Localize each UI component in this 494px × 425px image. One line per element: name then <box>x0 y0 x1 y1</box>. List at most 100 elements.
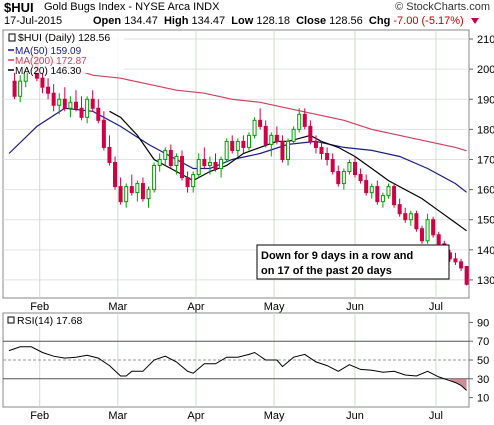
candle-body <box>330 158 335 173</box>
candle-body <box>57 98 62 106</box>
candle <box>12 72 17 100</box>
rsi-tick-label: 50 <box>477 355 489 367</box>
candle <box>157 153 162 172</box>
brand-label: © StockCharts.com <box>395 1 490 13</box>
rsi-month-tick-label: Feb <box>30 410 49 422</box>
candle <box>85 96 90 124</box>
annotation-frame <box>256 244 450 280</box>
month-tick-label: Feb <box>30 301 49 313</box>
candle-body <box>419 228 424 242</box>
candle <box>308 120 313 145</box>
candle-body <box>51 92 56 106</box>
candle-body <box>163 149 168 160</box>
high-label: High <box>163 15 189 27</box>
candle-body <box>113 161 118 188</box>
candle-body <box>157 158 162 167</box>
candle-body <box>40 77 45 88</box>
candle <box>341 168 346 190</box>
candle-body <box>180 155 185 179</box>
candle <box>241 135 246 154</box>
rsi-panel: Feb Mar Apr May Jun Jul 10 30 50 70 90 RSI(14) 17.6… <box>2 312 489 422</box>
candle <box>419 225 424 244</box>
candle <box>101 111 106 151</box>
candle-body <box>375 186 380 203</box>
candle <box>46 78 51 100</box>
candle-body <box>140 183 145 200</box>
candle-body <box>152 165 157 191</box>
quote-line: Open 134.47 High 134.47 Low 128.18 Close… <box>93 15 479 27</box>
candle-body <box>263 125 268 145</box>
chg-label: Chg <box>368 15 391 27</box>
candle <box>40 72 45 94</box>
rsi-tick-label: 90 <box>477 317 489 329</box>
candle-body <box>68 101 73 109</box>
candle <box>79 96 84 121</box>
candle-body <box>230 140 235 151</box>
candle <box>280 135 285 163</box>
candle-body <box>185 177 190 188</box>
quote-date: 17-Jul-2015 <box>4 15 63 27</box>
candle <box>185 171 190 193</box>
open-value: 134.47 <box>124 15 158 27</box>
candle-body <box>101 119 106 148</box>
symbol-label: $HUI <box>4 0 34 15</box>
candle <box>196 153 201 178</box>
chg-value: -7.00 (-5.17%) <box>393 15 464 27</box>
candle <box>246 132 251 151</box>
candle-body <box>269 134 274 145</box>
legend-main: $HUI (Daily) 128.56 <box>18 32 110 44</box>
candle <box>414 210 419 232</box>
candle <box>213 153 218 172</box>
candle <box>431 216 436 238</box>
candle <box>219 156 224 178</box>
candle <box>436 231 441 247</box>
candle-body <box>464 265 469 285</box>
price-tick-label: 190 <box>477 94 494 106</box>
annotation-line-1: Down for 9 days in a row and <box>261 250 413 262</box>
candle-body <box>358 174 363 182</box>
candle <box>302 108 307 130</box>
candle-body <box>436 234 441 245</box>
candle-body <box>46 86 51 94</box>
month-tick-label: Mar <box>108 301 127 313</box>
price-tick-label: 140 <box>477 245 494 257</box>
candle <box>286 138 291 166</box>
candle-body <box>124 186 129 203</box>
candle-body <box>207 161 212 167</box>
candle <box>73 90 78 112</box>
candle <box>252 117 257 139</box>
chart-header: $HUI Gold Bugs Index - NYSE Arca INDX © … <box>0 0 494 30</box>
candle <box>408 210 413 226</box>
candle-body <box>18 80 23 97</box>
candle-body <box>325 152 330 160</box>
candle-body <box>286 140 291 160</box>
legend-ma200: MA(200) 172.87 <box>15 56 87 67</box>
candle-body <box>196 158 201 176</box>
candle <box>107 135 112 166</box>
candle <box>291 126 296 145</box>
candle-body <box>392 186 397 206</box>
low-label: Low <box>231 15 254 27</box>
candle-body <box>241 140 246 148</box>
candle-legend-icon <box>8 33 16 42</box>
price-tick-label: 210 <box>477 34 494 46</box>
candle <box>207 156 212 175</box>
candle <box>96 99 101 124</box>
candle-body <box>347 161 352 173</box>
candle <box>325 147 330 166</box>
candle <box>386 183 391 199</box>
candle-body <box>386 186 391 197</box>
candle <box>51 84 56 112</box>
candle <box>113 156 118 190</box>
candle-body <box>408 213 413 221</box>
candle-body <box>280 140 285 160</box>
candle <box>168 144 173 169</box>
candle <box>18 75 23 103</box>
candle <box>146 186 151 208</box>
candle <box>269 132 274 157</box>
candle-body <box>341 171 346 185</box>
rsi-tick-label: 70 <box>477 336 489 348</box>
candle-body <box>90 98 95 109</box>
candle <box>57 93 62 115</box>
candle-body <box>353 161 358 176</box>
